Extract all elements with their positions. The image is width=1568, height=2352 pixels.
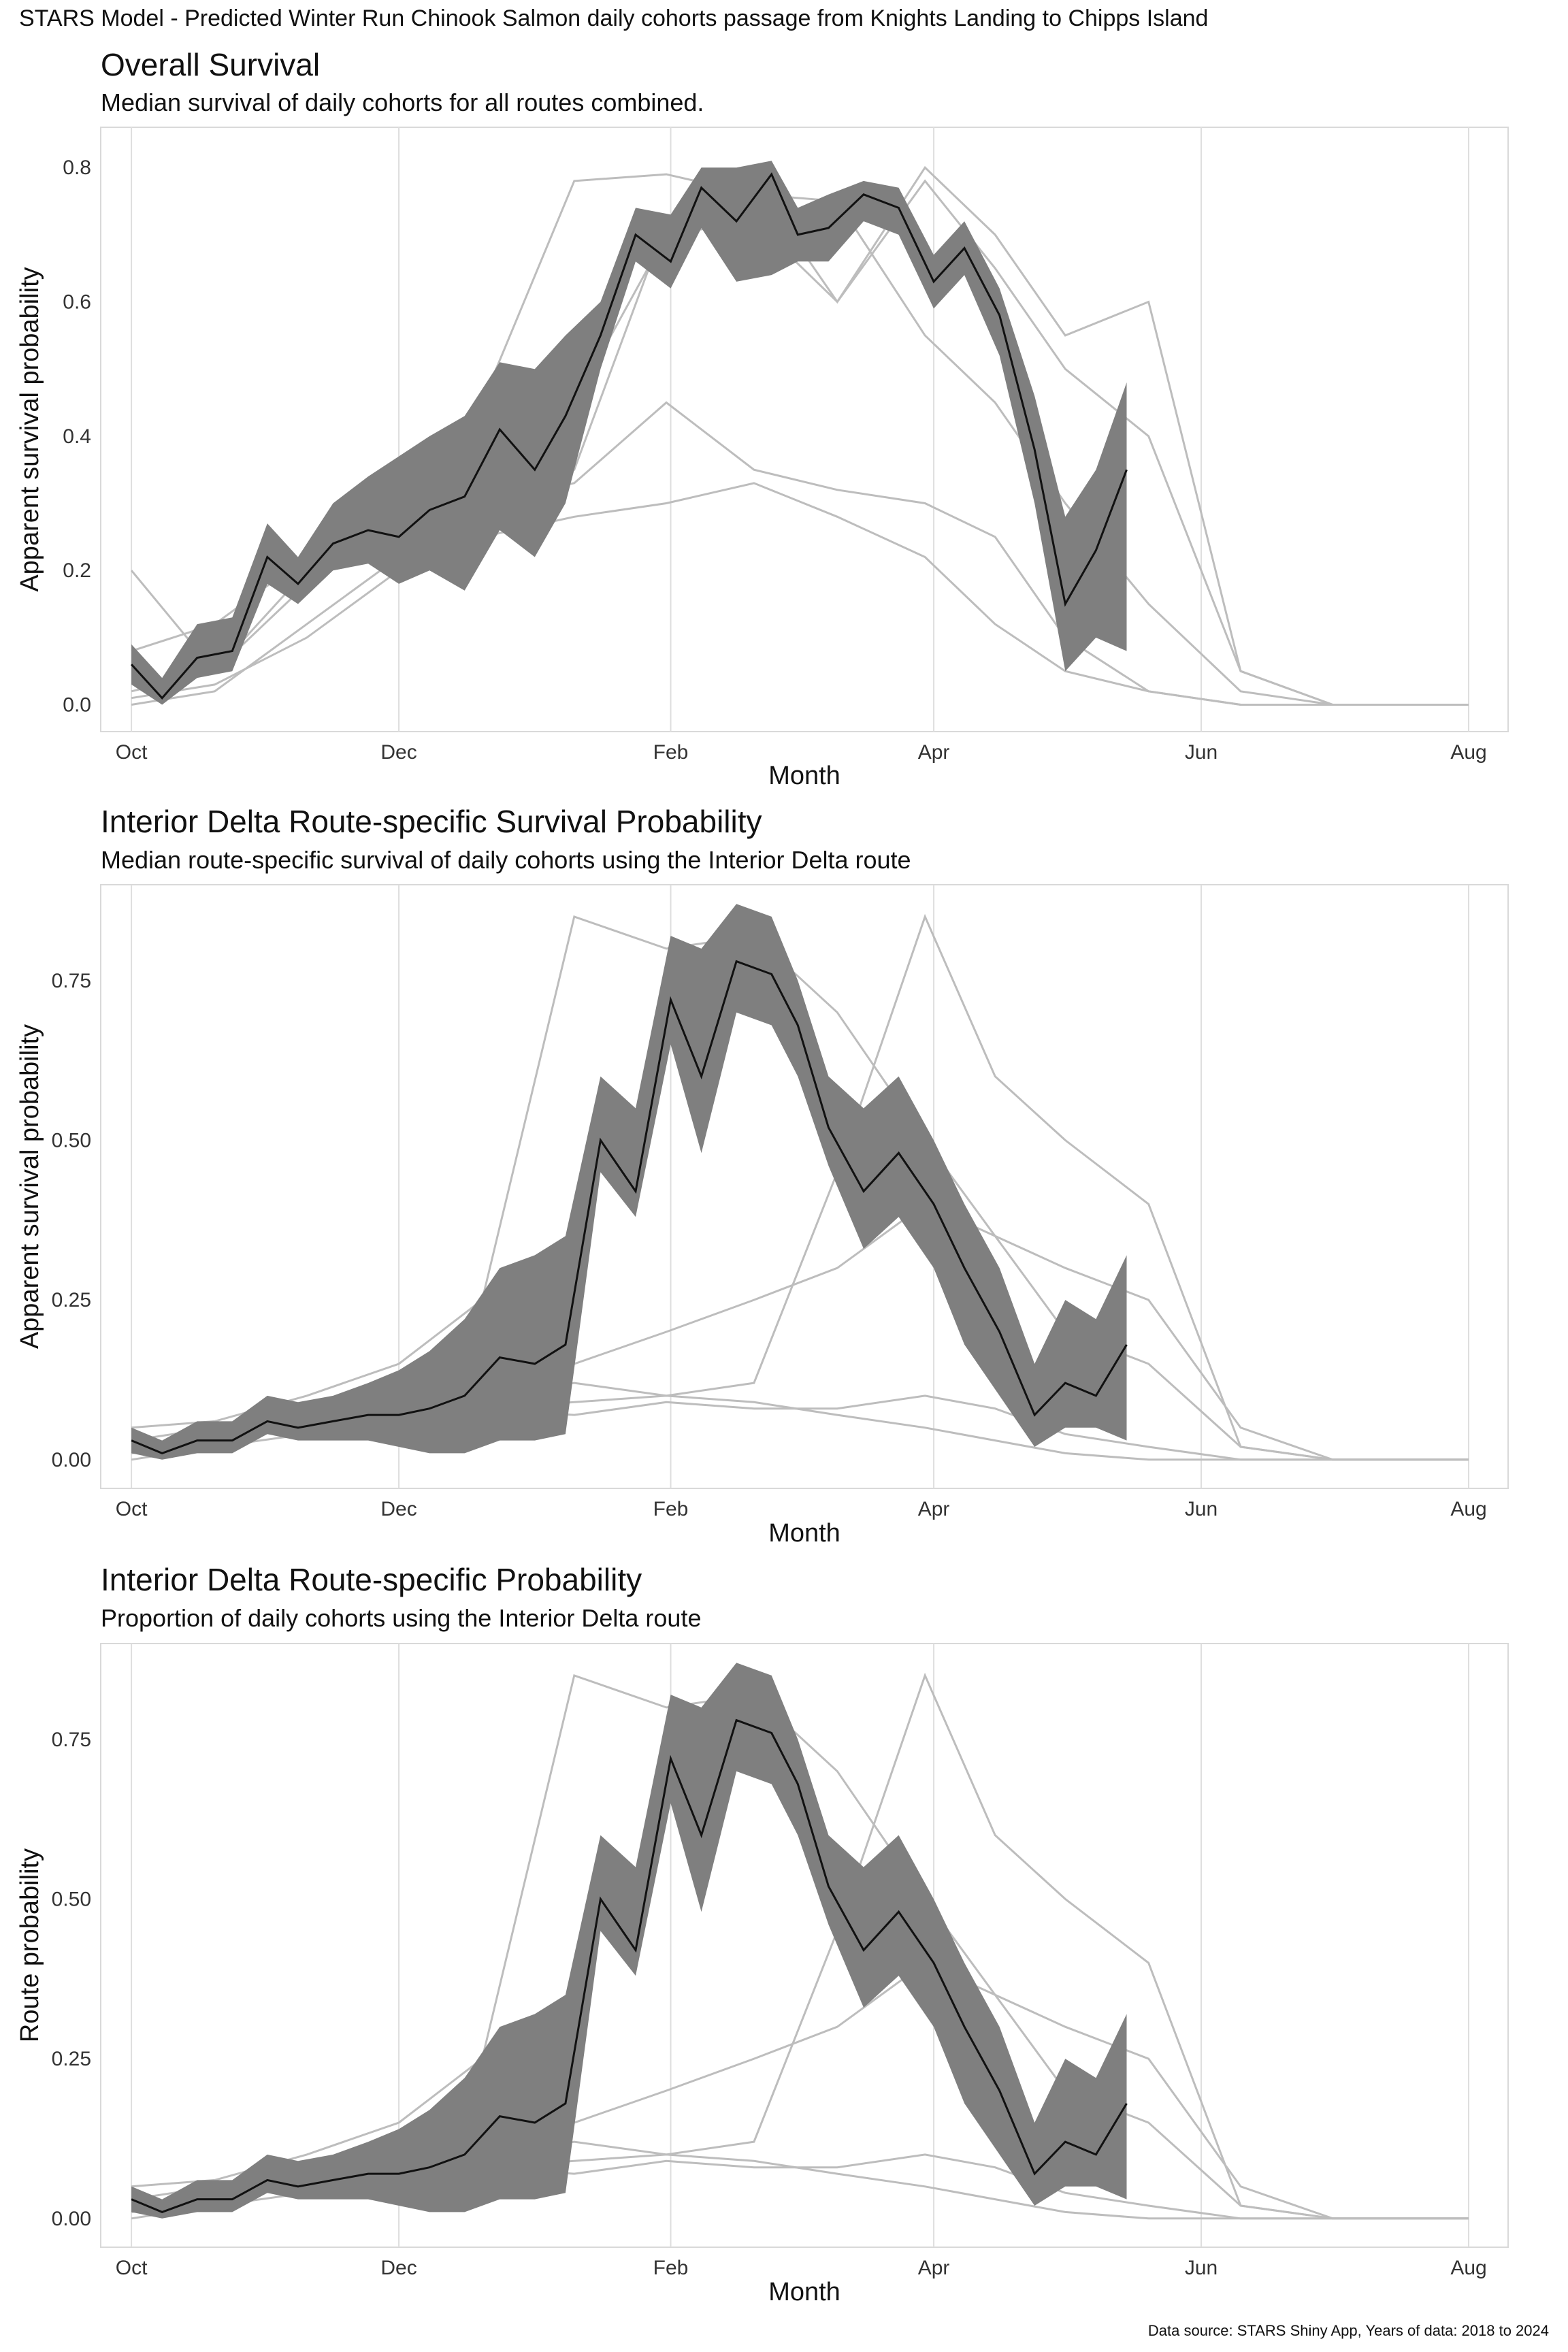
y-tick-label: 0.75	[52, 1729, 91, 1751]
y-tick-label: 0.75	[52, 970, 91, 992]
panel-2-title: Interior Delta Route-specific Survival P…	[101, 804, 762, 839]
panel-3-plot: Oct Dec Feb Apr Jun Aug 0.00 0.25 0.50 0.75 Month R…	[16, 1643, 1509, 2306]
y-tick-label: 0.25	[52, 2048, 91, 2070]
plot-area	[100, 884, 1509, 1489]
y-tick-label: 0.50	[52, 1129, 91, 1152]
y-tick-label: 0.00	[52, 1449, 91, 1471]
x-tick-label: Jun	[1185, 741, 1218, 764]
x-axis-label: Month	[768, 2278, 840, 2306]
y-tick-label: 0.25	[52, 1289, 91, 1311]
y-tick-label: 0.8	[63, 157, 91, 179]
year-line	[131, 915, 1469, 1461]
plot-area	[100, 1643, 1509, 2248]
panel-1-subtitle: Median survival of daily cohorts for all…	[101, 88, 704, 116]
interval-band	[131, 161, 1127, 705]
x-tick-label: Oct	[116, 2257, 148, 2279]
year-line	[131, 401, 1469, 706]
x-tick-label: Feb	[653, 741, 689, 764]
data-source-note: Data source: STARS Shiny App, Years of d…	[1147, 2322, 1549, 2339]
x-tick-label: Oct	[116, 741, 148, 764]
x-tick-label: Feb	[653, 2257, 689, 2279]
y-axis-label: Route probability	[16, 1848, 44, 2042]
x-tick-label: Dec	[380, 2257, 416, 2279]
y-tick-label: 0.0	[63, 694, 91, 717]
x-tick-label: Aug	[1450, 1498, 1486, 1520]
x-tick-label: Apr	[918, 1498, 950, 1520]
x-tick-label: Jun	[1185, 1498, 1218, 1520]
panel-1-plot: Oct Dec Feb Apr Jun Aug 0.0 0.2 0.4 0.6 0.8 Month Ap…	[16, 127, 1509, 790]
y-tick-label: 0.6	[63, 291, 91, 314]
x-tick-label: Dec	[380, 741, 416, 764]
x-tick-label: Jun	[1185, 2257, 1218, 2279]
median-line	[131, 960, 1128, 1455]
panel-3-subtitle: Proportion of daily cohorts using the In…	[101, 1604, 702, 1632]
x-tick-label: Aug	[1450, 2257, 1486, 2279]
x-tick-label: Aug	[1450, 741, 1486, 764]
y-tick-label: 0.4	[63, 425, 91, 448]
x-tick-label: Apr	[918, 2257, 950, 2279]
x-tick-label: Oct	[116, 1498, 148, 1520]
y-tick-label: 0.00	[52, 2208, 91, 2230]
figure-title: STARS Model - Predicted Winter Run Chino…	[19, 5, 1209, 31]
y-tick-label: 0.2	[63, 559, 91, 582]
x-tick-label: Apr	[918, 741, 950, 764]
year-line	[131, 1673, 1469, 2220]
panel-2-plot: Oct Dec Feb Apr Jun Aug 0.00 0.25 0.50 0.75 Month A…	[16, 884, 1509, 1548]
median-line	[130, 172, 1128, 700]
x-tick-label: Feb	[653, 1498, 689, 1520]
panel-1-title: Overall Survival	[101, 47, 321, 82]
y-axis-label: Apparent survival probability	[16, 267, 44, 591]
y-tick-label: 0.50	[52, 1888, 91, 1910]
y-axis-label: Apparent survival probability	[16, 1024, 44, 1349]
panel-2-subtitle: Median route-specific survival of daily …	[101, 846, 911, 874]
x-tick-label: Dec	[380, 1498, 416, 1520]
x-axis-label: Month	[768, 1519, 840, 1548]
median-line	[131, 1718, 1128, 2214]
panel-3-title: Interior Delta Route-specific Probabilit…	[101, 1562, 642, 1597]
x-axis-label: Month	[768, 762, 840, 790]
